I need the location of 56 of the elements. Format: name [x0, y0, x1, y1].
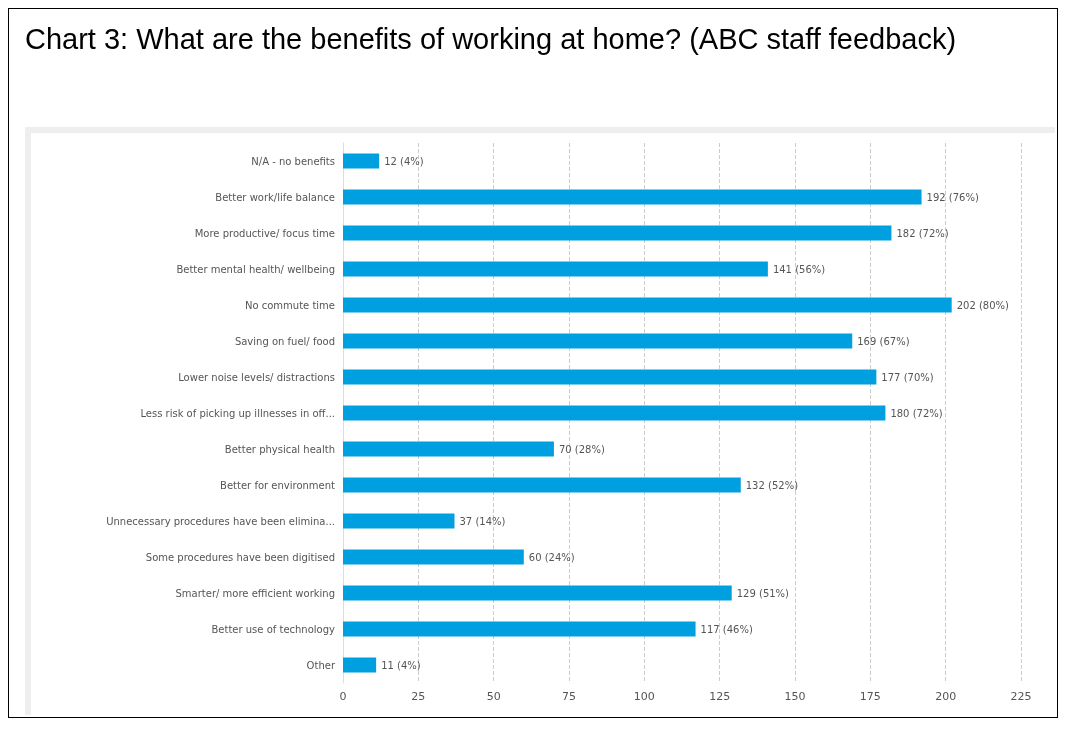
bar: [343, 657, 377, 673]
y-tick-label: Saving on fuel/ food: [234, 335, 335, 347]
y-tick-label: Better for environment: [220, 479, 336, 491]
y-tick-label: Better mental health/ wellbeing: [176, 263, 335, 275]
data-label: 177 (70%): [881, 371, 934, 383]
x-tick-label: 50: [486, 690, 501, 703]
bar: [343, 153, 380, 169]
data-label: 202 (80%): [956, 299, 1010, 311]
y-tick-label: Smarter/ more efficient working: [175, 587, 335, 599]
x-tick-label: 25: [411, 690, 426, 703]
bar: [343, 189, 922, 205]
data-label: 182 (72%): [896, 227, 949, 239]
bar: [343, 261, 768, 277]
data-label: 117 (46%): [700, 623, 753, 635]
x-tick-label: 125: [709, 690, 731, 703]
bar: [343, 549, 524, 565]
x-tick-label: 75: [562, 690, 576, 703]
x-tick-label: 0: [339, 690, 347, 703]
y-tick-label: Some procedures have been digitised: [145, 551, 335, 563]
bar: [343, 369, 877, 385]
x-tick-label: 225: [1010, 690, 1032, 703]
data-label: 141 (56%): [772, 263, 826, 275]
bar: [343, 225, 892, 241]
x-tick-label: 200: [935, 690, 957, 703]
data-label: 132 (52%): [745, 479, 799, 491]
bar: [343, 297, 952, 313]
data-label: 129 (51%): [736, 587, 790, 599]
bar: [343, 405, 886, 421]
y-tick-label: Other: [306, 659, 336, 671]
y-tick-label: Unnecessary procedures have been elimina...: [106, 515, 335, 527]
x-tick-label: 150: [784, 690, 806, 703]
data-label: 12 (4%): [384, 155, 424, 167]
data-label: 192 (76%): [926, 191, 979, 203]
chart-title: Chart 3: What are the benefits of working at home? (ABC staff feedback): [24, 22, 958, 57]
y-tick-label: More productive/ focus time: [194, 227, 335, 239]
data-label: 70 (28%): [558, 443, 605, 455]
bar: [343, 441, 554, 457]
bar: [343, 513, 455, 529]
y-tick-label: Better work/life balance: [215, 191, 335, 203]
data-label: 37 (14%): [459, 515, 506, 527]
data-label: 60 (24%): [528, 551, 575, 563]
y-tick-label: Better physical health: [224, 443, 335, 455]
y-tick-label: Better use of technology: [211, 623, 336, 635]
data-label: 11 (4%): [381, 659, 421, 671]
y-tick-label: Less risk of picking up illnesses in off...: [140, 407, 335, 419]
x-tick-label: 100: [633, 690, 655, 703]
data-label: 169 (67%): [857, 335, 910, 347]
data-label: 180 (72%): [890, 407, 943, 419]
bar: [343, 333, 853, 349]
bar: [343, 621, 696, 637]
x-tick-label: 175: [859, 690, 881, 703]
y-tick-label: No commute time: [244, 299, 335, 311]
bar: [343, 477, 741, 493]
y-tick-label: N/A - no benefits: [251, 155, 335, 167]
bar: [343, 585, 732, 601]
y-tick-label: Lower noise levels/ distractions: [178, 371, 335, 383]
